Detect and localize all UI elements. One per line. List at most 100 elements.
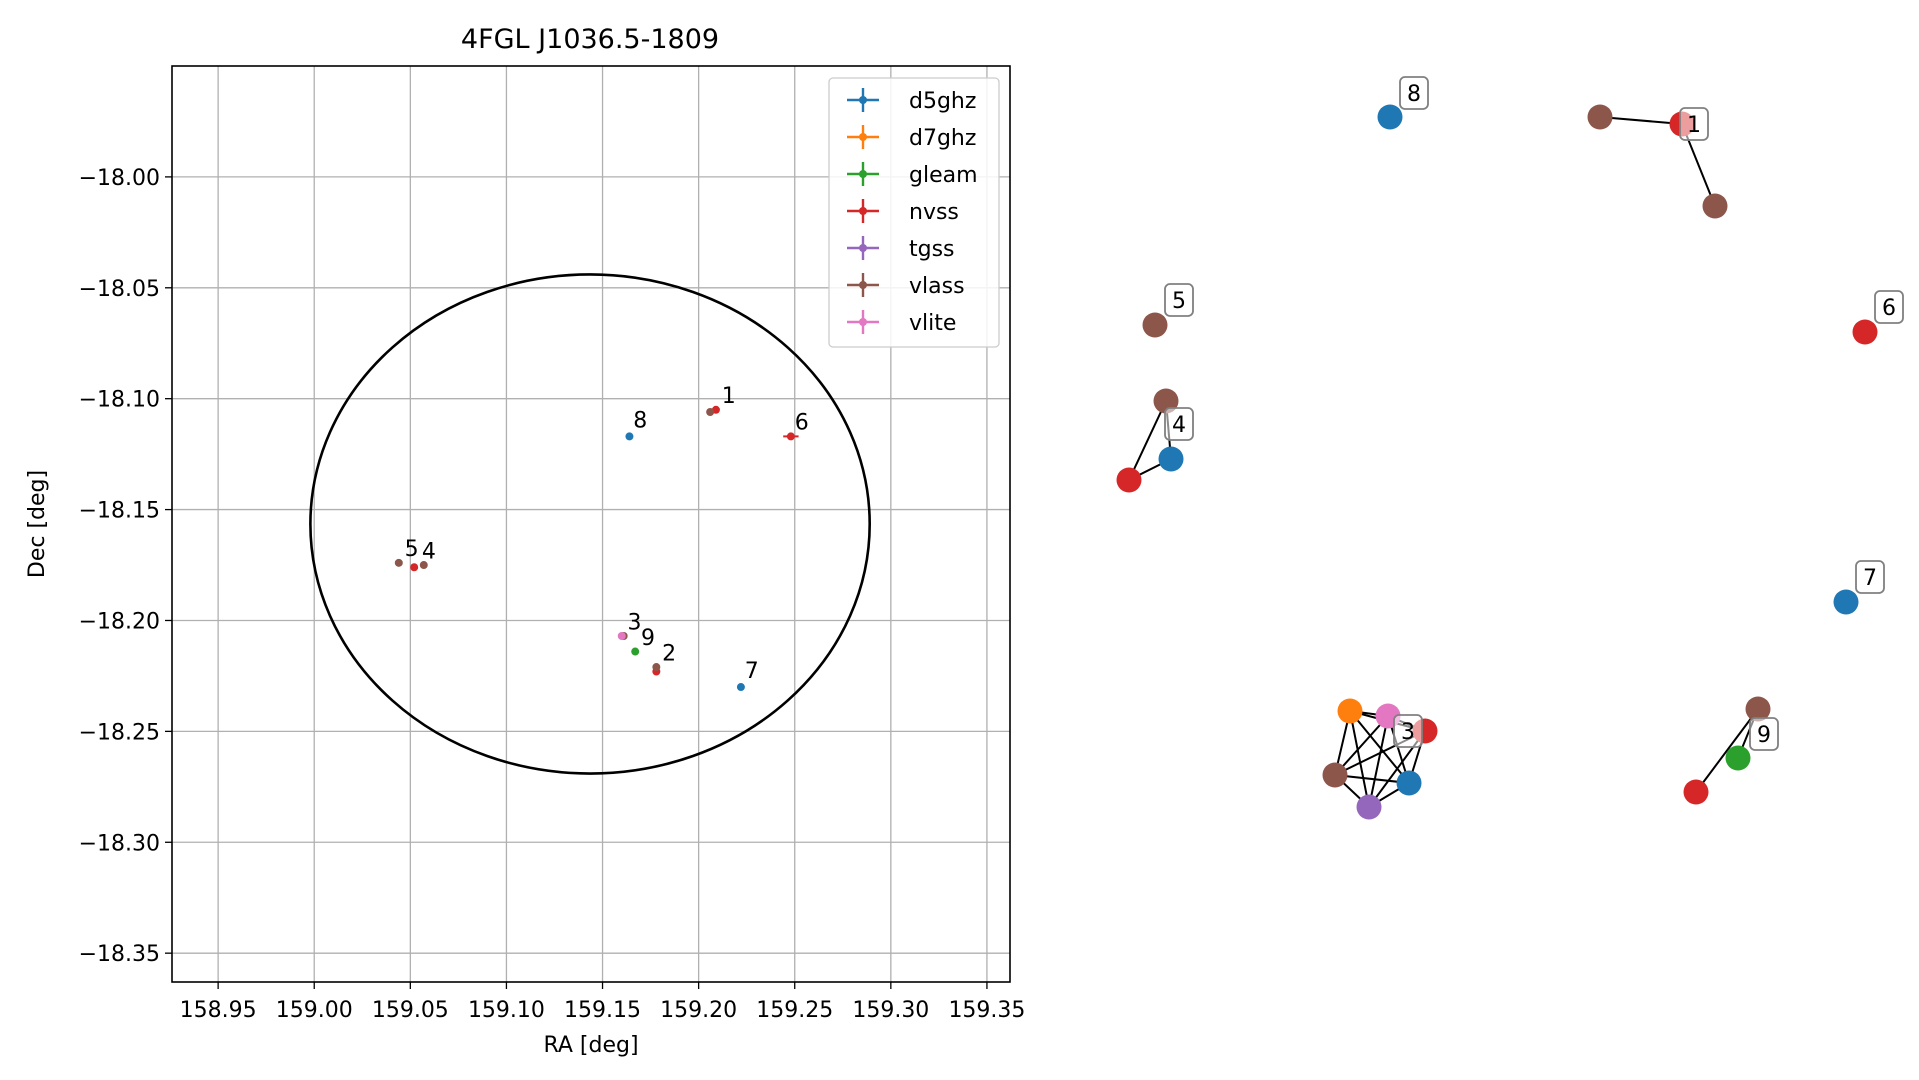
node-label: 7 xyxy=(1863,566,1877,591)
y-tick-label: −18.10 xyxy=(79,388,160,413)
network-node xyxy=(1683,779,1709,805)
legend-swatch-marker xyxy=(859,133,867,141)
legend-label: gleam xyxy=(909,163,978,188)
node-label-box: 9 xyxy=(1749,717,1779,751)
y-tick-label: −18.30 xyxy=(79,831,160,856)
network-node xyxy=(1396,770,1422,796)
node-label-box: 3 xyxy=(1393,714,1423,748)
data-point-vlass xyxy=(652,663,661,672)
network-node xyxy=(1356,794,1382,820)
network-nodes xyxy=(1116,104,1878,820)
data-point-vlass xyxy=(706,407,715,416)
data-point-vlass xyxy=(394,558,403,567)
x-tick-label: 158.95 xyxy=(180,998,257,1023)
point-label: 1 xyxy=(722,384,736,409)
network-edge xyxy=(1599,116,1683,125)
legend-label: vlite xyxy=(909,311,956,336)
marker xyxy=(736,683,745,692)
point-label: 9 xyxy=(641,626,655,651)
search-circle xyxy=(309,273,871,775)
node-label: 1 xyxy=(1687,113,1701,138)
node-label-box: 8 xyxy=(1399,76,1429,110)
point-label: 5 xyxy=(405,537,419,562)
marker xyxy=(617,632,626,641)
node-label-frame xyxy=(1679,107,1709,141)
x-axis-ticks: 158.95 159.00 159.05 159.10 159.15 159.20 159.… xyxy=(180,982,1025,1023)
marker xyxy=(625,432,634,441)
marker xyxy=(419,561,428,570)
legend-label: tgss xyxy=(909,237,955,262)
y-tick-label: −18.35 xyxy=(79,942,160,967)
scatter-chart: 4FGL J1036.5-1809 1 8 6 5 4 392 7 158.95 159.00… xyxy=(25,24,1025,1058)
network-edge xyxy=(1334,715,1389,776)
legend-swatch-marker xyxy=(859,207,867,215)
network-node xyxy=(1702,193,1728,219)
network-edge xyxy=(1368,715,1389,808)
y-tick-label: −18.15 xyxy=(79,499,160,524)
point-labels: 1 8 6 5 4 392 7 xyxy=(405,384,809,684)
legend-swatch-marker xyxy=(859,96,867,104)
legend-label: d5ghz xyxy=(909,89,976,114)
point-label: 3 xyxy=(628,610,642,635)
data-points xyxy=(394,405,799,692)
legend-swatch-marker xyxy=(859,170,867,178)
point-label: 4 xyxy=(422,539,436,564)
y-tick-label: −18.20 xyxy=(79,609,160,634)
point-label: 6 xyxy=(795,411,809,436)
x-tick-label: 159.10 xyxy=(468,998,545,1023)
node-label: 3 xyxy=(1401,720,1415,745)
network-node xyxy=(1745,696,1771,722)
legend-entry-d7ghz: d7ghz xyxy=(847,125,976,151)
legend-entry-vlass: vlass xyxy=(847,273,965,299)
network-node xyxy=(1116,467,1142,493)
node-label-frame xyxy=(1749,717,1779,751)
data-point-vlite xyxy=(617,632,626,641)
point-label: 8 xyxy=(633,409,647,434)
y-axis-ticks: −18.00 −18.05 −18.10 −18.15 −18.20 −18.25 −18.… xyxy=(79,166,172,967)
node-label-frame xyxy=(1855,560,1885,594)
legend-entry-d5ghz: d5ghz xyxy=(847,88,976,114)
network-node xyxy=(1833,589,1859,615)
chart-title: 4FGL J1036.5-1809 xyxy=(461,24,719,55)
point-label: 2 xyxy=(662,641,676,666)
node-label-box: 6 xyxy=(1874,290,1904,324)
network-node xyxy=(1852,319,1878,345)
network-node xyxy=(1158,446,1184,472)
network-node-labels: 8 1 5 6 4 7 3 9 xyxy=(1164,76,1904,751)
network-edges xyxy=(1128,116,1759,808)
network-node xyxy=(1322,762,1348,788)
marker xyxy=(706,407,715,416)
legend-entry-vlite: vlite xyxy=(847,310,956,336)
data-point-vlass xyxy=(419,561,428,570)
data-point-nvss xyxy=(783,432,799,441)
legend-entry-tgss: tgss xyxy=(847,236,955,262)
legend-box xyxy=(828,77,1000,348)
network-edge xyxy=(1349,710,1410,784)
x-axis-label: RA [deg] xyxy=(543,1033,638,1058)
network-edge xyxy=(1349,710,1370,808)
x-tick-label: 159.00 xyxy=(276,998,353,1023)
y-tick-label: −18.00 xyxy=(79,166,160,191)
node-label-box: 4 xyxy=(1164,407,1194,441)
node-label: 8 xyxy=(1407,82,1421,107)
node-label-frame xyxy=(1164,283,1194,317)
legend-entry-nvss: nvss xyxy=(847,199,959,225)
node-label: 9 xyxy=(1757,723,1771,748)
data-point-d5ghz xyxy=(625,432,634,441)
marker xyxy=(394,558,403,567)
marker xyxy=(410,563,419,572)
network-edge xyxy=(1128,400,1167,481)
legend: d5ghz d7ghz gleam nvss tgss vlass vlite xyxy=(828,77,1000,348)
y-tick-label: −18.25 xyxy=(79,720,160,745)
data-point-nvss xyxy=(410,563,419,572)
network-graph: 8 1 5 6 4 7 3 9 xyxy=(1116,76,1904,820)
legend-entry-gleam: gleam xyxy=(847,162,978,188)
point-label: 7 xyxy=(745,659,759,684)
y-axis-label: Dec [deg] xyxy=(25,470,50,578)
node-label-box: 7 xyxy=(1855,560,1885,594)
legend-swatch-marker xyxy=(859,244,867,252)
x-tick-label: 159.15 xyxy=(564,998,641,1023)
x-tick-label: 159.35 xyxy=(948,998,1025,1023)
network-edge xyxy=(1695,708,1759,793)
